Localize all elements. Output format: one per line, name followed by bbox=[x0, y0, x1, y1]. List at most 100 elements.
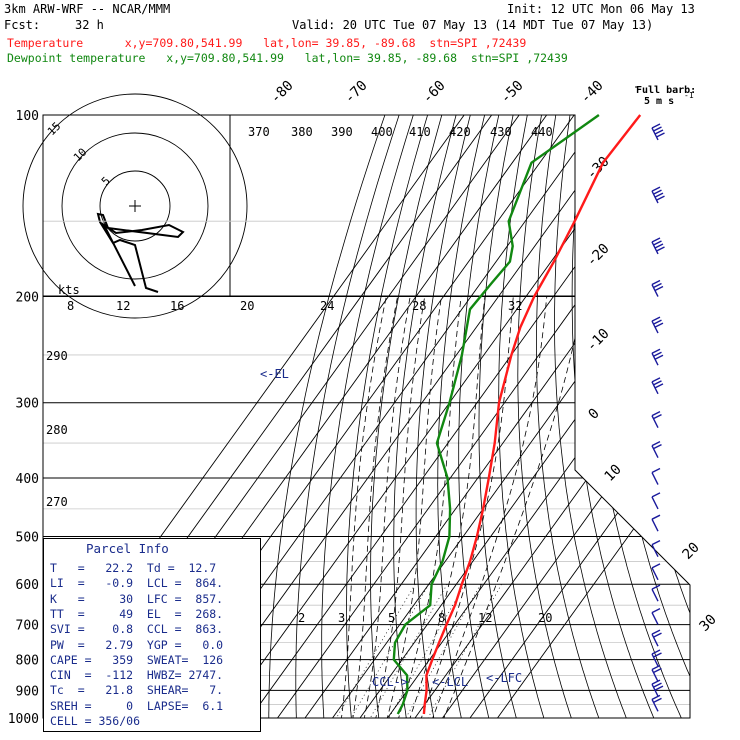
hodograph-ring bbox=[61, 132, 209, 280]
theta-label: 380 bbox=[291, 125, 313, 139]
parcel-info-row: CAPE = 359 SWEAT= 126 bbox=[50, 652, 224, 667]
pressure-label: 100 bbox=[16, 109, 39, 124]
wind-barb-flag bbox=[654, 685, 664, 691]
dry-adiabat-250 bbox=[295, 115, 400, 718]
dry-adiabat-260 bbox=[321, 115, 414, 718]
theta-label: 370 bbox=[248, 125, 270, 139]
wind-barb-staff bbox=[651, 518, 659, 532]
adiabat-label: 290 bbox=[46, 349, 68, 363]
wind-barb-flag bbox=[651, 694, 661, 700]
wind-barb-flag bbox=[651, 467, 661, 474]
wind-barb-flag bbox=[653, 351, 662, 357]
wind-barb-flag bbox=[653, 682, 662, 688]
moist-adiabat bbox=[405, 296, 486, 718]
mixing-ratio-label: 8 bbox=[438, 611, 445, 625]
wind-barb-staff bbox=[651, 496, 659, 510]
dry-adiabat-410 bbox=[621, 115, 690, 718]
wind-barb-staff bbox=[651, 699, 659, 712]
isotherm--60 bbox=[185, 115, 640, 718]
wind-barb-flag bbox=[654, 354, 664, 360]
wind-barb bbox=[651, 629, 662, 647]
hodo-speed-label: kts bbox=[58, 283, 80, 297]
wind-barb-staff bbox=[651, 445, 659, 458]
wind-barb-flag bbox=[654, 285, 664, 292]
wind-barb-flag bbox=[651, 237, 661, 243]
dewpoint-profile bbox=[392, 114, 600, 715]
wind-barb bbox=[651, 186, 665, 204]
hodo-speed-label: 8 bbox=[67, 299, 74, 313]
wind-barb bbox=[651, 514, 661, 532]
wind-barb bbox=[651, 348, 664, 366]
pressure-label: 300 bbox=[16, 397, 39, 412]
wind-barb-staff bbox=[651, 612, 659, 625]
wind-barb-flag bbox=[651, 584, 661, 590]
wind-barb-flag bbox=[653, 652, 662, 658]
wind-barb-flag bbox=[653, 667, 662, 674]
hodo-speed-label: 16 bbox=[170, 299, 184, 313]
dry-adiabat-400 bbox=[605, 115, 690, 718]
parcel-info-title: Parcel Info bbox=[86, 541, 169, 556]
theta-label: 440 bbox=[531, 125, 553, 139]
wind-barb-flag bbox=[656, 132, 665, 138]
isotherm-label: 10 bbox=[602, 462, 625, 485]
parcel-info-row: CELL = 356/06 bbox=[50, 714, 141, 728]
wind-barb-flag bbox=[653, 189, 662, 195]
wind-barb-flag bbox=[651, 664, 661, 671]
pressure-label: 200 bbox=[16, 291, 39, 306]
wind-barb-flag bbox=[651, 316, 661, 322]
wind-barb-flag bbox=[651, 563, 661, 569]
wind-barb bbox=[651, 279, 664, 297]
isotherm-label: -20 bbox=[584, 241, 613, 270]
theta-label: 430 bbox=[490, 125, 512, 139]
parcel-info-row: TT = 49 EL = 268. bbox=[50, 606, 224, 621]
init-time: Init: 12 UTC Mon 06 May 13 bbox=[507, 2, 695, 16]
wind-key-title: Full barb: bbox=[636, 85, 696, 96]
wind-barb-flag bbox=[651, 440, 661, 447]
wind-barb bbox=[651, 237, 665, 255]
hodo-speed-label: 32 bbox=[508, 299, 522, 313]
dry-adiabat-450 bbox=[683, 115, 690, 718]
mixing-ratio-line bbox=[343, 584, 430, 718]
isotherm-label: -70 bbox=[342, 78, 371, 107]
pressure-label: 500 bbox=[16, 530, 39, 545]
parcel-info-row: SREH = 0 LAPSE= 6.1 bbox=[50, 698, 224, 713]
parcel-info-panel: Parcel Info T = 22.2 Td = 12.7 LI = -0.9 … bbox=[43, 538, 261, 732]
adiabat-label: 270 bbox=[46, 495, 68, 509]
wind-key-value: 5 m s bbox=[644, 96, 674, 107]
wind-barb-flag bbox=[651, 411, 661, 417]
wind-barb bbox=[651, 492, 661, 510]
isotherm-label: -10 bbox=[584, 326, 613, 355]
wind-barb-staff bbox=[651, 544, 659, 557]
wind-barb bbox=[651, 540, 661, 557]
wind-barb bbox=[651, 467, 661, 485]
pressure-label: 1000 bbox=[8, 712, 39, 727]
wind-barb bbox=[651, 649, 662, 667]
wind-barb bbox=[651, 123, 665, 141]
wind-barb-flag bbox=[653, 319, 662, 325]
pressure-label: 600 bbox=[16, 578, 39, 593]
isotherm-0 bbox=[350, 115, 690, 718]
wind-barbs bbox=[651, 123, 665, 712]
parcel-info-row: Tc = 21.8 SHEAR= 7. bbox=[50, 683, 224, 698]
moist-adiabat bbox=[438, 296, 584, 718]
wind-barb-flag bbox=[651, 607, 661, 614]
dry-adiabat-330 bbox=[478, 115, 521, 718]
wind-barb-staff bbox=[651, 669, 659, 682]
theta-label: 420 bbox=[449, 125, 471, 139]
valid-time: Valid: 20 UTC Tue 07 May 13 (14 MDT Tue … bbox=[292, 18, 654, 32]
wind-barb-flag bbox=[651, 492, 661, 498]
forecast-label: Fcst: bbox=[4, 18, 41, 32]
hodo-speed-label: 28 bbox=[412, 299, 426, 313]
wind-barb-flag bbox=[654, 322, 664, 328]
dry-adiabat-430 bbox=[653, 115, 690, 718]
wind-barb bbox=[651, 377, 664, 395]
parcel-info-row: K = 30 LFC = 857. bbox=[50, 591, 224, 606]
parcel-info-row: LI = -0.9 LCL = 864. bbox=[50, 576, 224, 591]
wind-barb-staff bbox=[651, 415, 659, 428]
wind-barb-flag bbox=[654, 243, 664, 249]
wind-barb-flag bbox=[656, 195, 665, 201]
wind-barb-flag bbox=[653, 697, 662, 703]
pressure-label: 900 bbox=[16, 684, 39, 699]
isotherm-label: 20 bbox=[680, 540, 703, 563]
